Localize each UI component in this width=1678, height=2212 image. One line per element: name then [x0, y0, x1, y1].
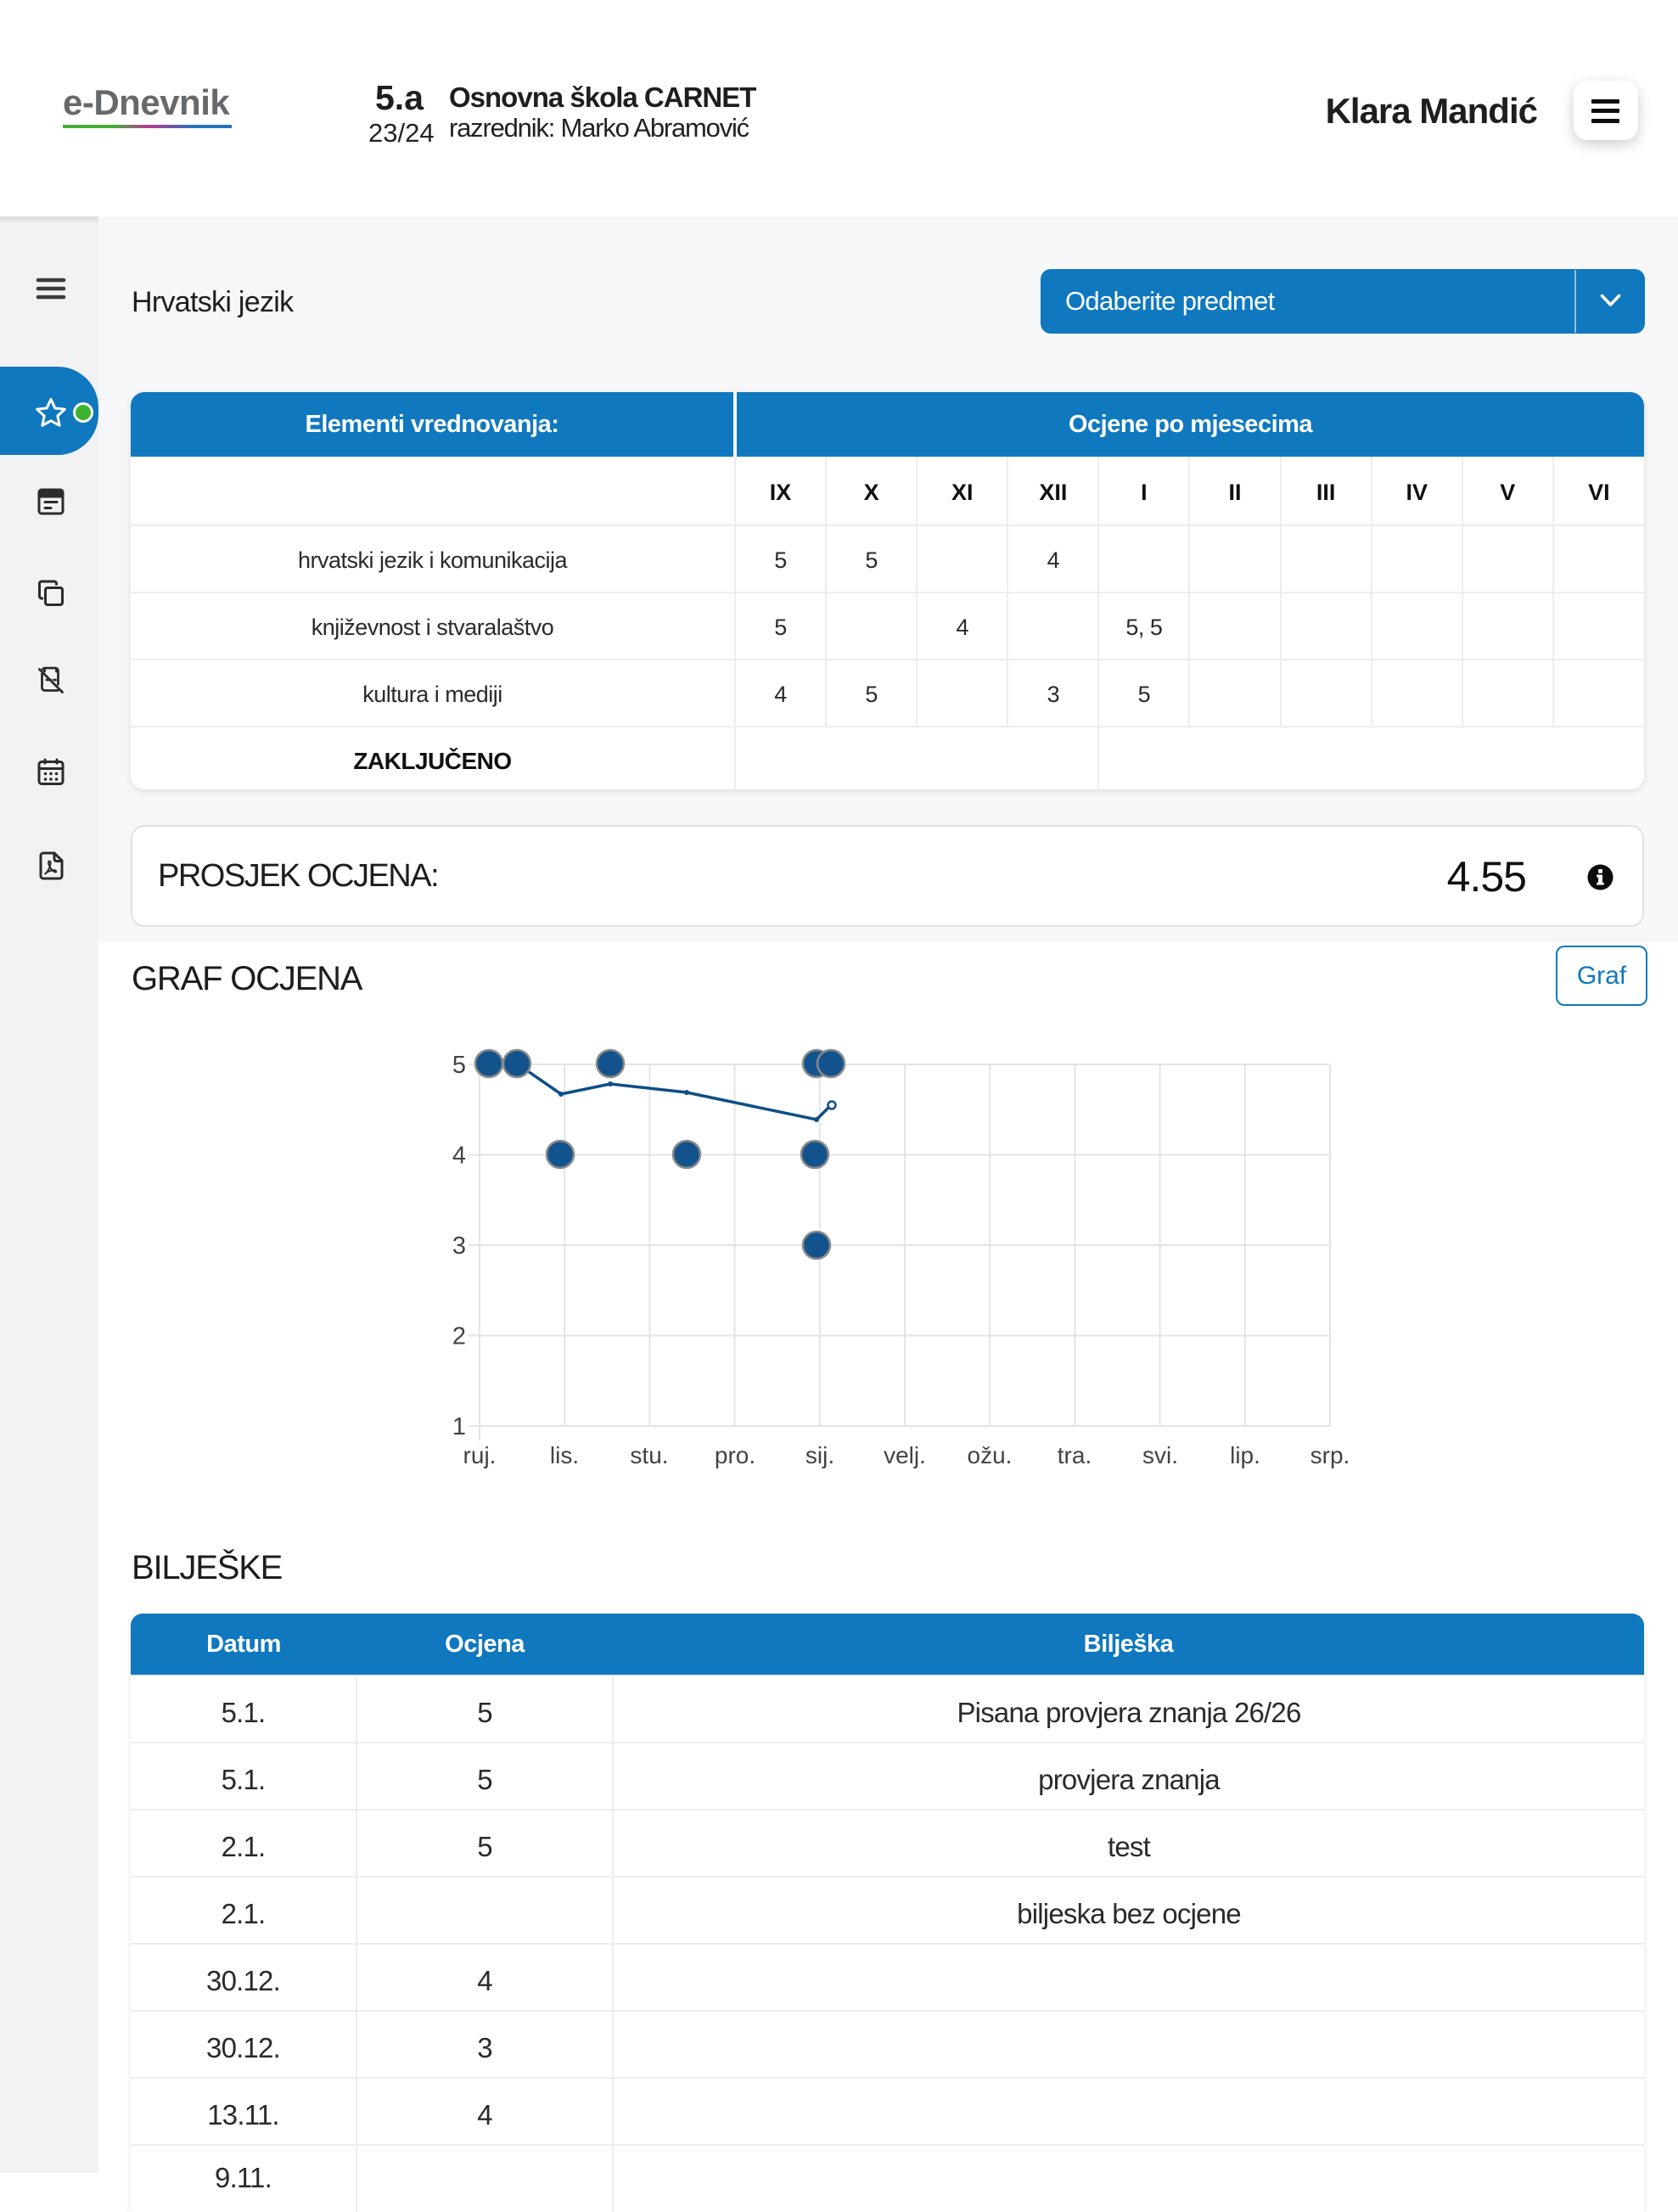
- svg-text:1: 1: [452, 1413, 466, 1440]
- svg-text:tra.: tra.: [1058, 1442, 1092, 1468]
- svg-text:4: 4: [452, 1142, 466, 1170]
- svg-text:velj.: velj.: [884, 1442, 926, 1468]
- svg-text:3: 3: [452, 1232, 466, 1260]
- svg-text:sij.: sij.: [805, 1442, 834, 1468]
- svg-text:ožu.: ožu.: [968, 1442, 1013, 1468]
- svg-text:stu.: stu.: [630, 1442, 668, 1468]
- svg-text:2: 2: [452, 1323, 466, 1350]
- svg-text:svi.: svi.: [1142, 1442, 1178, 1468]
- svg-text:srp.: srp.: [1310, 1442, 1350, 1468]
- svg-text:5: 5: [452, 1052, 466, 1079]
- svg-text:lip.: lip.: [1230, 1442, 1260, 1468]
- svg-text:lis.: lis.: [550, 1442, 579, 1468]
- svg-text:ruj.: ruj.: [463, 1442, 497, 1468]
- svg-text:pro.: pro.: [715, 1442, 755, 1468]
